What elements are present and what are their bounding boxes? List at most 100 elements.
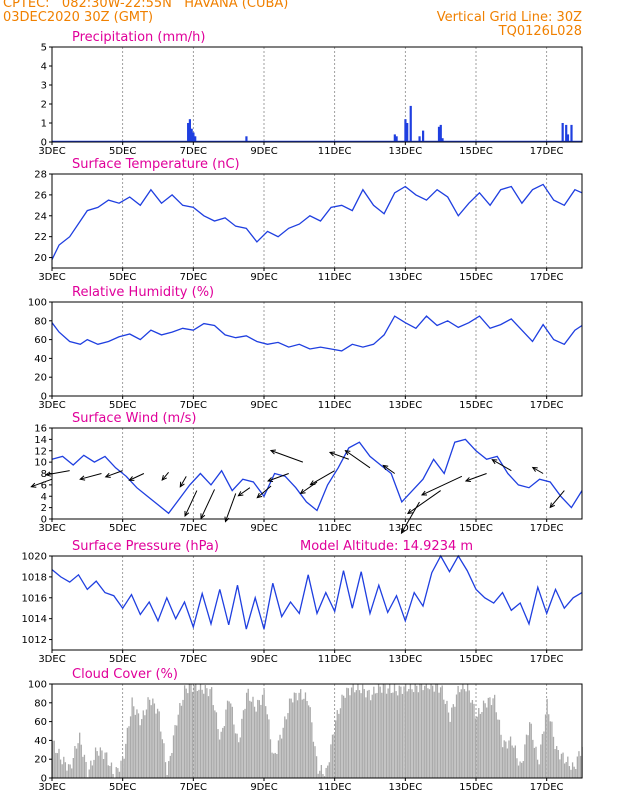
pressure-x-tick-label: 15DEC	[459, 654, 493, 665]
cloud-cover-bar	[347, 688, 350, 778]
temperature-panel: 20 22 24 26 28 3DEC 5DEC 7DEC 9DEC 11DEC 13DEC 15DE…	[34, 157, 583, 283]
cloud-cover-bar	[457, 685, 459, 778]
precipitation-bar	[418, 136, 421, 142]
cloud-cover-bar	[517, 765, 520, 778]
cloud-cover-bar	[509, 736, 512, 778]
cloud-cover-bar	[575, 768, 577, 778]
cloud-cover-bar	[136, 709, 138, 778]
cloud-cover-bar	[319, 770, 321, 778]
cloud-cover-bar	[141, 719, 143, 778]
precipitation-panel: 0 1 2 3 4 5 3DEC 5DEC 7DEC 9DEC 11DEC 13DEC 15DEC 17D…	[38, 30, 583, 157]
cloud-cover-bar	[408, 688, 410, 778]
cloud-cover-bar	[164, 762, 167, 778]
cloud-cover-bar	[258, 700, 260, 778]
humidity-x-tick-label: 17DEC	[530, 400, 564, 411]
cloud-cover-bar	[489, 697, 491, 778]
cloud-cover-bar	[58, 748, 60, 778]
cloud-cover-bar	[562, 752, 564, 778]
cloud-cover-bar	[525, 734, 528, 778]
cloud-cover-bar	[554, 749, 556, 778]
cloud-cover-bar	[239, 737, 241, 778]
cloud-cover-bar	[412, 692, 415, 778]
cloud-cover-bar	[384, 684, 386, 778]
cloud-cover-bar	[222, 727, 224, 778]
cloud-cover-bar	[304, 692, 307, 778]
pressure-x-tick-label: 11DEC	[318, 654, 352, 665]
wind-x-tick-label: 17DEC	[530, 523, 564, 534]
cloud-cover-title: Cloud Cover (%)	[72, 667, 178, 682]
cloud-cover-bar	[522, 761, 524, 778]
cloud-cover-bar	[436, 684, 439, 778]
humidity-y-tick-label: 80	[34, 316, 47, 327]
cloud-cover-bar	[439, 687, 442, 778]
cloud-cover-bar	[309, 707, 311, 778]
cloud-cover-bar	[242, 710, 245, 778]
cloud-cover-bar	[492, 698, 494, 778]
cloud-cover-bar	[481, 712, 483, 778]
cloud-cover-bar	[55, 752, 57, 778]
precipitation-bar	[190, 128, 193, 142]
cloud-cover-bar	[425, 684, 427, 778]
temperature-y-tick-label: 22	[34, 232, 47, 243]
wind-x-tick-label: 9DEC	[250, 523, 277, 534]
cloud-cover-bar	[505, 741, 507, 778]
precipitation-bar	[395, 136, 398, 142]
cloud-cover-bar	[363, 689, 365, 778]
cloud-cover-bar	[166, 774, 168, 778]
cloud-cover-bar	[435, 684, 437, 778]
cloud-cover-bar	[398, 685, 400, 778]
temperature-x-tick-label: 15DEC	[459, 272, 493, 283]
wind-arrow	[104, 470, 123, 478]
cloud-cover-bar	[462, 684, 464, 778]
cloud-cover-bar	[441, 685, 443, 778]
cloud-cover-frame	[51, 683, 583, 779]
cloud-cover-bar	[207, 696, 210, 778]
cloud-cover-bar	[349, 695, 351, 778]
cloud-cover-x-tick-label: 15DEC	[459, 782, 493, 793]
cloud-cover-y-tick-label: 0	[41, 774, 47, 785]
cloud-cover-bar	[576, 756, 578, 778]
wind-title: Surface Wind (m/s)	[72, 411, 196, 426]
humidity-y-tick-label: 0	[41, 392, 47, 403]
wind-y-tick-label: 12	[34, 446, 47, 457]
precipitation-y-tick-label: 2	[41, 100, 47, 111]
wind-y-tick-label: 2	[41, 503, 47, 514]
cloud-cover-bar	[494, 694, 496, 778]
cloud-cover-bar	[401, 693, 404, 778]
cloud-cover-bar	[161, 739, 164, 778]
humidity-frame	[51, 301, 583, 397]
cloud-cover-y-tick-label: 80	[34, 698, 47, 709]
cloud-cover-bar	[203, 693, 205, 778]
cloud-cover-bar	[482, 700, 485, 778]
precipitation-bar	[565, 124, 568, 142]
wind-arrow	[531, 466, 544, 474]
cloud-cover-bar	[241, 718, 243, 778]
cloud-cover-bar	[360, 693, 362, 778]
wind-arrow	[179, 476, 187, 488]
temperature-title: Surface Temperature (nC)	[72, 157, 240, 172]
precipitation-bar	[393, 134, 396, 142]
cloud-cover-bar	[571, 762, 574, 778]
humidity-y-tick-label: 100	[28, 298, 47, 309]
cloud-cover-x-tick-label: 9DEC	[250, 782, 277, 793]
wind-arrow	[299, 481, 318, 495]
pressure-y-tick-label: 1012	[22, 635, 47, 646]
cloud-cover-bar	[204, 685, 206, 778]
cloud-cover-y-tick-label: 40	[34, 736, 47, 747]
cloud-cover-bar	[354, 692, 356, 778]
cloud-cover-x-tick-label: 7DEC	[180, 782, 207, 793]
cloud-cover-bar	[397, 695, 399, 778]
cloud-cover-bar	[549, 721, 551, 778]
pressure-y-tick-label: 1014	[22, 614, 47, 625]
cloud-cover-bar	[82, 756, 84, 778]
cloud-cover-bar	[261, 694, 264, 778]
cloud-cover-bar	[126, 727, 129, 778]
cloud-cover-bar	[513, 747, 515, 778]
wind-y-tick-label: 0	[41, 515, 47, 526]
wind-x-tick-label: 11DEC	[318, 523, 352, 534]
cloud-cover-bar	[98, 755, 100, 778]
cloud-cover-bar	[366, 690, 369, 778]
cloud-cover-bar	[323, 776, 326, 778]
cloud-cover-bar	[121, 756, 124, 778]
cloud-cover-bar	[333, 734, 335, 778]
